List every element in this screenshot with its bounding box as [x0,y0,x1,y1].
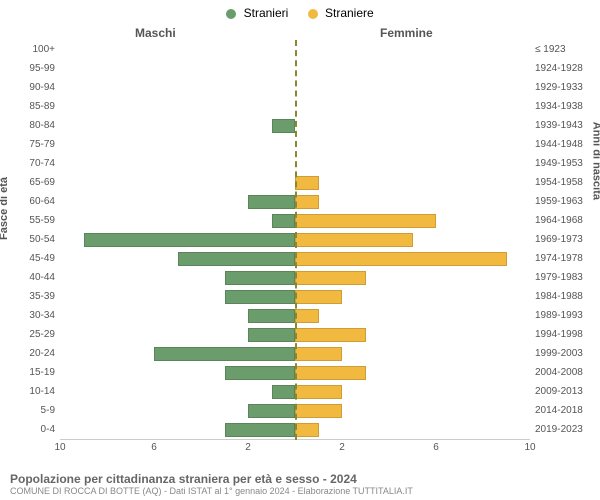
birth-label: 1994-1998 [535,325,595,344]
birth-label: 1949-1953 [535,154,595,173]
birth-label: 1999-2003 [535,344,595,363]
bar-male [225,366,296,380]
legend-male-swatch [226,9,236,19]
bar-male [84,233,296,247]
birth-label: 2014-2018 [535,401,595,420]
bar-female [295,271,366,285]
birth-label: 1924-1928 [535,59,595,78]
age-label: 35-39 [10,287,55,306]
age-label: 85-89 [10,97,55,116]
age-label: 65-69 [10,173,55,192]
bar-female [295,195,319,209]
legend-male-label: Stranieri [244,6,289,20]
bar-female [295,347,342,361]
birth-label: 1964-1968 [535,211,595,230]
bar-male [178,252,296,266]
birth-label: 1954-1958 [535,173,595,192]
x-tick: 2 [339,442,345,453]
birth-label: ≤ 1923 [535,40,595,59]
bar-male [248,309,295,323]
birth-label: 1974-1978 [535,249,595,268]
bar-female [295,366,366,380]
age-label: 70-74 [10,154,55,173]
age-label: 15-19 [10,363,55,382]
bar-female [295,385,342,399]
age-label: 75-79 [10,135,55,154]
center-line [295,40,297,440]
age-label: 5-9 [10,401,55,420]
header-male: Maschi [135,26,176,40]
bar-female [295,404,342,418]
age-label: 60-64 [10,192,55,211]
birth-label: 1929-1933 [535,78,595,97]
footer: Popolazione per cittadinanza straniera p… [10,472,590,496]
age-label: 10-14 [10,382,55,401]
age-label: 20-24 [10,344,55,363]
birth-label: 1989-1993 [535,306,595,325]
birth-label: 2019-2023 [535,420,595,439]
age-label: 30-34 [10,306,55,325]
footer-title: Popolazione per cittadinanza straniera p… [10,472,590,486]
x-axis: 10622610 [60,439,530,456]
age-label: 80-84 [10,116,55,135]
age-label: 95-99 [10,59,55,78]
header-female: Femmine [380,26,433,40]
x-tick: 10 [524,442,535,453]
chart-container: Stranieri Straniere Maschi Femmine Fasce… [0,0,600,500]
legend-female-swatch [308,9,318,19]
age-label: 90-94 [10,78,55,97]
age-label: 50-54 [10,230,55,249]
birth-label: 1939-1943 [535,116,595,135]
birth-label: 2004-2008 [535,363,595,382]
x-tick: 10 [54,442,65,453]
bar-male [225,423,296,437]
chart-area: 100+≤ 192395-991924-192890-941929-193385… [60,40,530,440]
bar-male [154,347,295,361]
legend: Stranieri Straniere [0,6,600,20]
bar-female [295,233,413,247]
birth-label: 2009-2013 [535,382,595,401]
age-label: 45-49 [10,249,55,268]
birth-label: 1969-1973 [535,230,595,249]
bar-female [295,176,319,190]
bar-female [295,328,366,342]
bar-male [272,214,296,228]
bar-male [272,119,296,133]
age-label: 25-29 [10,325,55,344]
x-tick: 2 [245,442,251,453]
age-label: 100+ [10,40,55,59]
birth-label: 1959-1963 [535,192,595,211]
age-label: 55-59 [10,211,55,230]
birth-label: 1934-1938 [535,97,595,116]
bar-female [295,290,342,304]
birth-label: 1944-1948 [535,135,595,154]
x-tick: 6 [151,442,157,453]
bar-male [272,385,296,399]
x-tick: 6 [433,442,439,453]
axis-left-title: Fasce di età [0,177,10,240]
birth-label: 1984-1988 [535,287,595,306]
bar-female [295,252,507,266]
bar-male [248,328,295,342]
bar-male [248,404,295,418]
legend-female-label: Straniere [325,6,374,20]
bar-male [248,195,295,209]
birth-label: 1979-1983 [535,268,595,287]
legend-male: Stranieri [226,6,288,20]
bar-female [295,423,319,437]
bar-male [225,271,296,285]
bar-male [225,290,296,304]
legend-female: Straniere [308,6,374,20]
bar-female [295,214,436,228]
bar-female [295,309,319,323]
footer-sub: COMUNE DI ROCCA DI BOTTE (AQ) - Dati IST… [10,486,590,496]
age-label: 0-4 [10,420,55,439]
age-label: 40-44 [10,268,55,287]
